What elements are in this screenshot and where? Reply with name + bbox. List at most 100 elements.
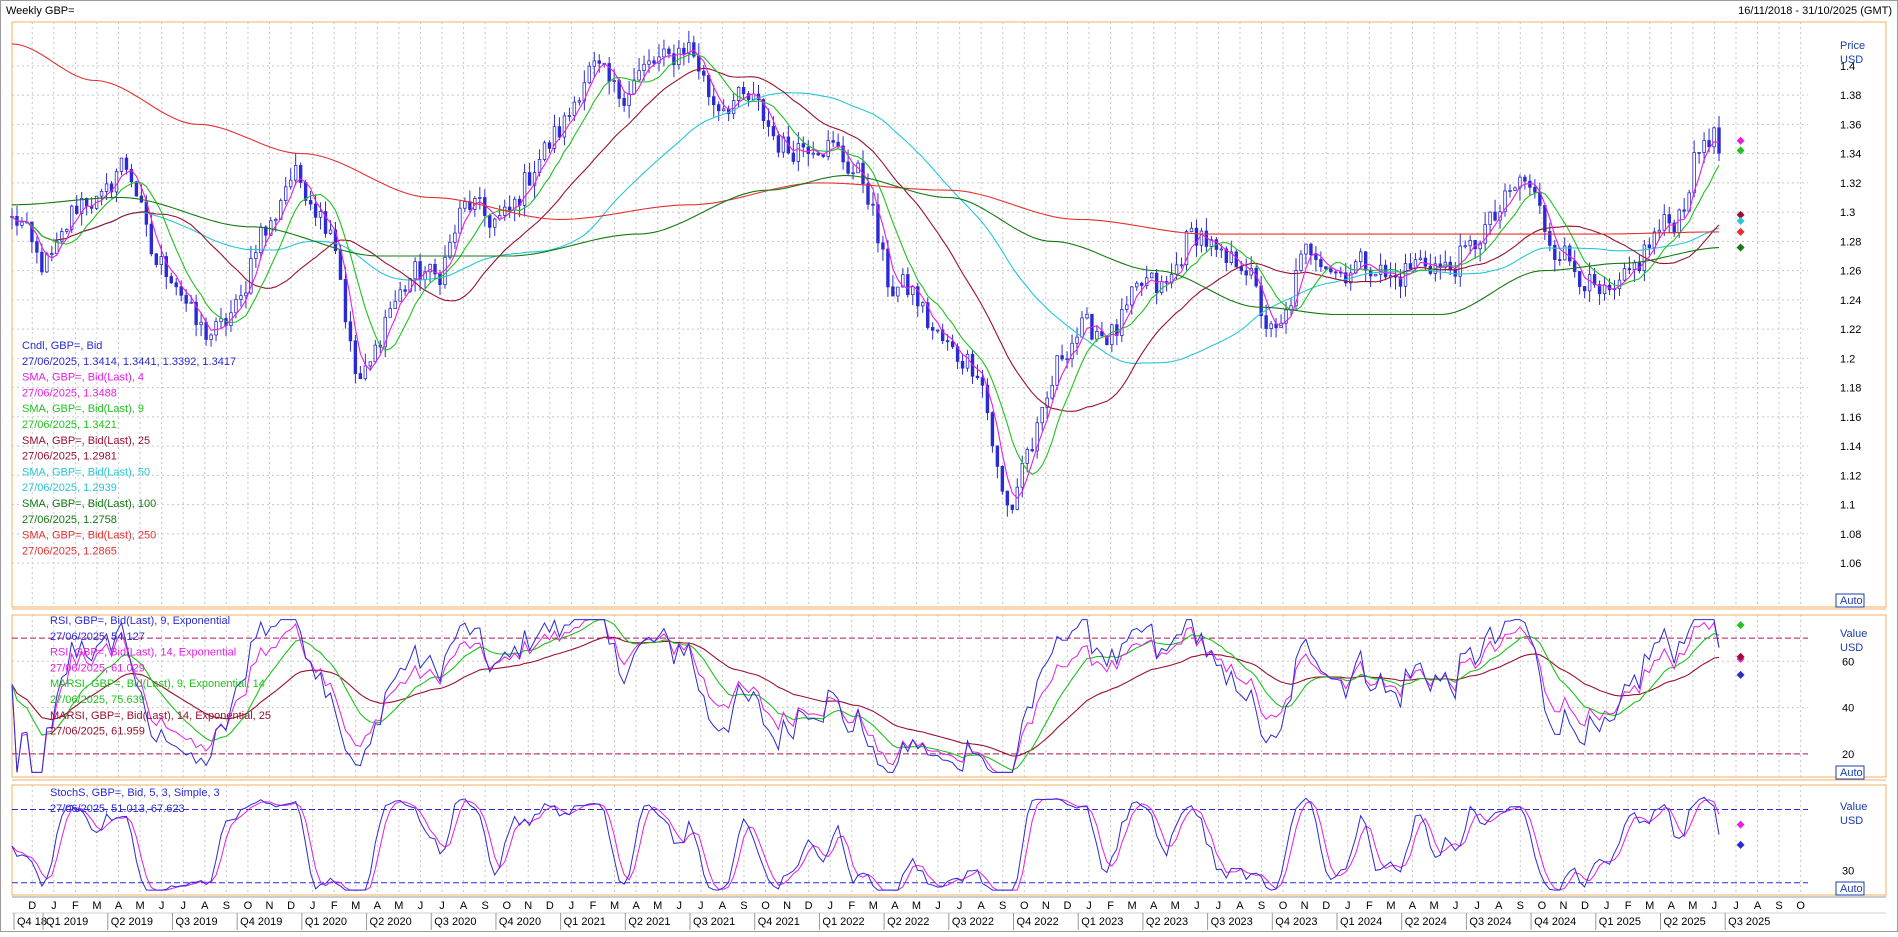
- candle-body: [1508, 190, 1512, 192]
- quarter-tick-label: Q1 2022: [822, 916, 864, 928]
- candle-body: [702, 70, 706, 76]
- candle-body: [916, 286, 920, 307]
- candle-body: [1493, 211, 1497, 221]
- month-tick-label: J: [957, 900, 963, 912]
- candle-body: [269, 220, 273, 236]
- month-tick-label: M: [136, 900, 145, 912]
- price-tick-label: 1.06: [1840, 558, 1861, 570]
- candle-body: [1553, 244, 1557, 260]
- price-tick-label: 1.3: [1840, 207, 1855, 219]
- quarter-tick-label: Q4 2021: [758, 916, 800, 928]
- month-tick-label: N: [1301, 900, 1309, 912]
- rsi-last-marker: [1736, 652, 1745, 661]
- candle-body: [1120, 309, 1124, 336]
- candle-body: [65, 229, 69, 232]
- month-tick-label: J: [1345, 900, 1351, 912]
- price-legend-item: 27/06/2025, 1.3414, 1.3441, 1.3392, 1.34…: [22, 356, 236, 368]
- price-tick-label: 1.16: [1840, 412, 1861, 424]
- candle-body: [1130, 286, 1134, 306]
- price-legend-item: SMA, GBP=, Bid(Last), 25: [22, 435, 150, 447]
- month-tick-label: J: [310, 900, 316, 912]
- candle-body: [985, 384, 990, 414]
- month-tick-label: O: [761, 900, 770, 912]
- candle-body: [926, 302, 930, 328]
- month-tick-label: N: [783, 900, 791, 912]
- price-legend-item: SMA, GBP=, Bid(Last), 100: [22, 498, 156, 510]
- candle-body: [403, 289, 407, 292]
- candle-body: [234, 298, 238, 314]
- candle-body: [244, 292, 248, 297]
- candle-body: [288, 179, 293, 188]
- candle-body: [930, 327, 935, 331]
- candle-body: [239, 295, 243, 300]
- candle-body: [816, 152, 820, 156]
- candle-body: [1558, 259, 1562, 261]
- month-tick-label: M: [1171, 900, 1180, 912]
- candle-body: [1284, 309, 1288, 324]
- stoch-d-line: [11, 798, 1720, 891]
- candle-body: [114, 171, 119, 193]
- last-value-marker: [1736, 243, 1745, 252]
- candle-body: [1662, 214, 1666, 231]
- candle-body: [1299, 253, 1303, 271]
- candle-body: [771, 126, 776, 137]
- month-tick-label: D: [28, 900, 36, 912]
- price-legend-item: 27/06/2025, 1.2939: [22, 482, 117, 494]
- candle-body: [960, 361, 965, 369]
- candle-body: [1020, 462, 1024, 488]
- month-tick-label: J: [439, 900, 445, 912]
- candle-body: [995, 445, 1000, 467]
- month-tick-label: A: [1150, 900, 1158, 912]
- candle-body: [1453, 269, 1457, 277]
- month-tick-label: J: [698, 900, 704, 912]
- candle-body: [1418, 257, 1423, 261]
- month-tick-label: J: [1733, 900, 1739, 912]
- stoch-auto-box: [1835, 881, 1865, 896]
- candle-body: [622, 98, 626, 106]
- quarter-tick-label: Q1 2021: [564, 916, 606, 928]
- candle-body: [1592, 274, 1597, 286]
- month-tick-label: J: [827, 900, 833, 912]
- quarter-tick-label: Q1 2023: [1081, 916, 1123, 928]
- candle-body: [1587, 274, 1592, 292]
- month-tick-label: M: [869, 900, 878, 912]
- candle-body: [119, 157, 124, 172]
- price-tick-label: 1.36: [1840, 119, 1861, 131]
- candle-body: [1035, 422, 1039, 452]
- last-value-marker: [1736, 136, 1745, 145]
- candle-body: [921, 302, 925, 307]
- month-tick-label: J: [1194, 900, 1200, 912]
- quarter-tick-label: Q1 2024: [1340, 916, 1382, 928]
- sma-25-line: [11, 67, 1720, 412]
- candle-body: [1329, 268, 1333, 273]
- price-legend-item: 27/06/2025, 1.3488: [22, 387, 117, 399]
- candle-body: [886, 248, 890, 288]
- candle-body: [1398, 276, 1403, 287]
- candle-body: [209, 334, 213, 340]
- price-plot[interactable]: [10, 30, 1745, 517]
- candle-body: [1050, 384, 1054, 399]
- candle-body: [687, 42, 691, 54]
- candle-body: [1408, 263, 1413, 270]
- candle-body: [911, 286, 915, 296]
- candle-body: [1080, 317, 1084, 338]
- month-tick-label: S: [223, 900, 230, 912]
- month-tick-label: M: [92, 900, 101, 912]
- price-panel-frame: [11, 21, 1887, 608]
- rsi-plot[interactable]: [11, 618, 1745, 773]
- stoch-last-marker: [1736, 820, 1745, 829]
- month-tick-label: J: [676, 900, 682, 912]
- candle-body: [398, 289, 402, 302]
- candle-body: [736, 86, 741, 101]
- candle-body: [308, 200, 313, 205]
- stoch-plot[interactable]: [11, 796, 1745, 891]
- candle-body: [1568, 245, 1572, 262]
- quarter-tick-label: Q4 18: [17, 916, 47, 928]
- rsi-auto-label: Auto: [1840, 767, 1863, 779]
- candle-body: [1140, 282, 1144, 286]
- month-tick-label: J: [1086, 900, 1092, 912]
- candle-body: [677, 47, 681, 66]
- candle-body: [632, 79, 636, 95]
